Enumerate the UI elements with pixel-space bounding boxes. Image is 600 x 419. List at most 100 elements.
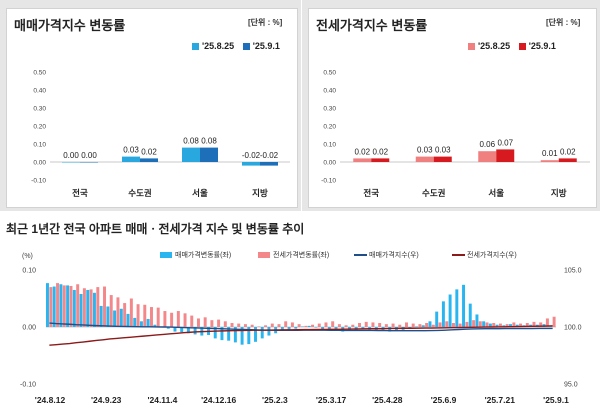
trend-bar-0-63 (468, 303, 472, 327)
trend-bar-0-7 (92, 292, 96, 327)
trend-bar-1-39 (311, 324, 315, 327)
trend-bar-1-9 (109, 295, 113, 327)
jeonse-bar-0-1 (371, 158, 390, 162)
trend-bar-1-31 (257, 326, 261, 327)
trend-bar-1-56 (425, 323, 429, 327)
sale-xtick-2: 서울 (192, 188, 208, 198)
trend-bar-0-19 (173, 327, 177, 332)
trend-bar-0-66 (488, 323, 492, 327)
trend-left-ytick-1: 0.00 (22, 325, 36, 332)
trend-bar-1-22 (196, 318, 200, 327)
trend-xtick-4: '25.2.3 (262, 395, 288, 405)
jeonse-ytick-2: 0.30 (323, 106, 336, 113)
trend-bar-0-57 (428, 321, 432, 327)
trend-bar-0-21 (186, 327, 190, 334)
trend-bar-1-45 (351, 324, 355, 327)
trend-bar-0-41 (321, 327, 325, 330)
trend-bar-0-2 (59, 284, 63, 327)
trend-bar-1-11 (123, 303, 127, 327)
jeonse-unit-label: [단위 : %] (546, 18, 581, 27)
trend-bar-1-2 (62, 285, 66, 327)
jeonse-bar-1-1 (433, 156, 452, 162)
sale-xtick-1: 수도권 (128, 188, 152, 198)
trend-bar-1-58 (438, 322, 442, 327)
jeonse-xtick-3: 지방 (551, 188, 567, 198)
trend-bar-0-31 (254, 327, 257, 342)
trend-bar-0-62 (462, 284, 466, 327)
jeonse-xtick-0: 전국 (363, 188, 379, 198)
trend-bar-1-32 (264, 325, 268, 327)
sale-chart-svg: 0.500.400.300.200.100.00-0.100.00 0.00전국0… (31, 70, 290, 198)
trend-bar-1-0 (49, 287, 53, 327)
trend-bar-1-3 (69, 285, 73, 327)
jeonse-xtick-2: 서울 (488, 188, 504, 198)
sale-bar-2-1 (200, 147, 218, 162)
trend-bar-1-26 (223, 321, 227, 327)
trend-bar-1-25 (217, 319, 221, 327)
jeonse-data-label-0-1: 0.02 (372, 147, 388, 156)
jeonse-legend-label-1: '25.8.25 (478, 41, 511, 51)
sale-data-label-2-1: 0.08 (201, 137, 217, 146)
trend-bar-0-64 (475, 314, 479, 327)
sale-xtick-3: 지방 (252, 188, 268, 198)
trend-left-ytick-2: -0.10 (20, 382, 36, 389)
trend-bar-0-16 (153, 324, 157, 327)
trend-right-ytick-2: 95.0 (564, 382, 578, 389)
trend-bar-0-26 (220, 327, 224, 341)
trend-bar-0-36 (287, 327, 291, 330)
trend-bar-0-1 (52, 286, 56, 327)
trend-bar-1-55 (418, 324, 422, 327)
sale-legend-swatch-1 (192, 43, 199, 51)
jeonse-chart-svg: 0.500.400.300.200.100.00-0.100.02 0.02전국0… (321, 70, 590, 198)
jeonse-bar-1-0 (415, 156, 434, 162)
trend-bar-0-40 (314, 327, 318, 328)
trend-bar-0-11 (119, 308, 123, 327)
trend-bar-1-20 (183, 313, 187, 327)
trend-xtick-8: '25.7.21 (485, 395, 516, 405)
sale-bar-1-1 (140, 158, 158, 162)
trend-bar-1-17 (163, 311, 167, 327)
trend-bar-1-43 (337, 324, 341, 327)
sale-legend-label-2: '25.9.1 (252, 41, 280, 51)
jeonse-bar-3-1 (558, 158, 577, 162)
trend-bar-1-65 (485, 322, 489, 327)
trend-xtick-5: '25.3.17 (316, 395, 347, 405)
sale-xtick-0: 전국 (72, 188, 88, 198)
jeonse-bar-3-0 (540, 160, 559, 162)
jeonse-bar-2-0 (478, 151, 497, 162)
jeonse-panel (308, 8, 597, 208)
sale-bar-3-0 (242, 162, 260, 166)
trend-bar-0-35 (280, 327, 284, 331)
trend-bar-1-44 (344, 325, 348, 327)
trend-bar-1-12 (129, 298, 133, 327)
trend-bar-1-71 (525, 323, 529, 327)
trend-bar-0-32 (260, 327, 264, 339)
trend-legend-swatch-1 (258, 252, 270, 258)
trend-xtick-1: '24.9.23 (91, 395, 122, 405)
trend-bar-0-20 (180, 327, 184, 333)
trend-xtick-9: '25.9.1 (543, 395, 569, 405)
trend-bar-1-70 (519, 323, 523, 327)
trend-bar-0-55 (415, 326, 419, 327)
trend-xtick-3: '24.12.16 (201, 395, 236, 405)
trend-chart-title: 최근 1년간 전국 아파트 매매ㆍ전세가격 지수 및 변동률 추이 (6, 222, 305, 236)
jeonse-ytick-1: 0.40 (323, 88, 336, 95)
jeonse-data-label-2-0: 0.06 (479, 140, 495, 149)
trend-bar-1-34 (277, 324, 281, 327)
trend-bar-0-9 (106, 306, 110, 327)
trend-bar-0-67 (495, 324, 499, 327)
trend-bar-1-57 (431, 324, 435, 327)
trend-bar-1-30 (250, 324, 254, 327)
trend-bar-1-66 (492, 323, 496, 327)
jeonse-bar-0-0 (353, 158, 372, 162)
trend-bar-1-18 (170, 312, 174, 327)
trend-bar-0-69 (509, 324, 512, 327)
trend-xtick-7: '25.6.9 (431, 395, 457, 405)
sale-data-label-0-1: 0.00 (81, 151, 97, 160)
trend-bar-0-18 (166, 327, 170, 329)
sale-ytick-2: 0.30 (33, 106, 46, 113)
trend-bar-1-19 (176, 311, 180, 327)
trend-bar-0-37 (294, 327, 298, 329)
trend-legend-label-3: 전세가격지수(우) (467, 250, 517, 259)
